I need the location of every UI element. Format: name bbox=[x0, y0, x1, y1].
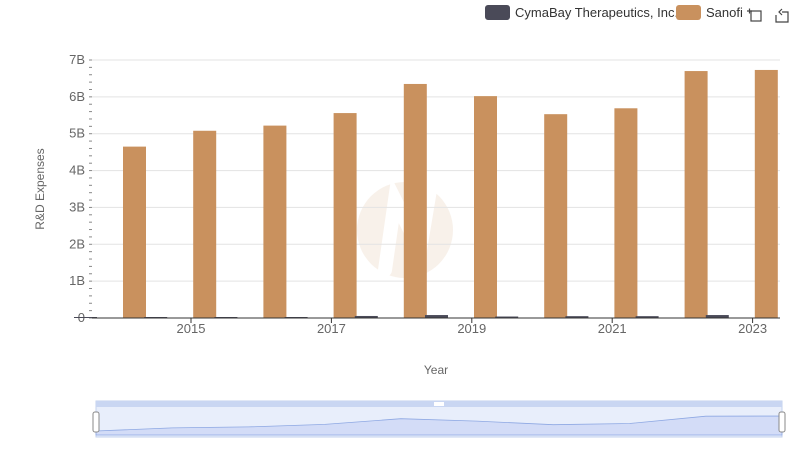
x-axis-title: Year bbox=[424, 363, 448, 377]
bar-sanofi[interactable] bbox=[684, 71, 708, 318]
y-tick-label: 1B bbox=[69, 273, 85, 288]
bar-cymabay[interactable] bbox=[495, 316, 519, 318]
bar-cymabay[interactable] bbox=[635, 316, 659, 318]
reset-zoom-icon[interactable] bbox=[775, 8, 789, 23]
x-tick-label: 2021 bbox=[598, 321, 627, 336]
legend-swatch-cymabay bbox=[485, 5, 510, 20]
y-tick-label: 6B bbox=[69, 89, 85, 104]
y-tick-label: 5B bbox=[69, 126, 85, 141]
bar-sanofi[interactable] bbox=[754, 69, 778, 318]
legend-label-sanofi: Sanofi bbox=[706, 5, 743, 20]
y-tick-label: 4B bbox=[69, 163, 85, 178]
bar-cymabay[interactable] bbox=[565, 316, 589, 318]
x-tick-labels: 2015 2017 2019 2021 2023 bbox=[177, 318, 767, 336]
range-slider-right-handle[interactable] bbox=[778, 411, 786, 433]
bars bbox=[74, 69, 778, 319]
x-tick-label: 2017 bbox=[317, 321, 346, 336]
bar-cymabay[interactable] bbox=[354, 315, 378, 318]
bar-sanofi[interactable] bbox=[403, 83, 427, 318]
bar-cymabay[interactable] bbox=[705, 315, 729, 318]
bar-cymabay[interactable] bbox=[74, 317, 97, 318]
range-slider-preview-area bbox=[95, 415, 783, 436]
legend-item-sanofi[interactable]: Sanofi bbox=[676, 5, 743, 20]
bar-sanofi[interactable] bbox=[544, 114, 568, 319]
legend[interactable]: CymaBay Therapeutics, Inc. Sanofi bbox=[485, 5, 743, 20]
x-tick-label: 2019 bbox=[457, 321, 486, 336]
range-slider-left-handle[interactable] bbox=[92, 411, 100, 433]
y-tick-label: 7B bbox=[69, 52, 85, 67]
x-tick-label: 2023 bbox=[738, 321, 767, 336]
y-tick-label: 2B bbox=[69, 236, 85, 251]
bar-sanofi[interactable] bbox=[263, 125, 287, 318]
y-minor-ticks bbox=[89, 59, 92, 319]
gridlines bbox=[92, 59, 780, 282]
bar-sanofi[interactable] bbox=[333, 113, 357, 319]
crosshair-zoom-icon[interactable] bbox=[747, 8, 762, 22]
y-tick-label: 3B bbox=[69, 199, 85, 214]
legend-swatch-sanofi bbox=[676, 5, 701, 20]
bar-sanofi[interactable] bbox=[123, 146, 146, 318]
bar-sanofi[interactable] bbox=[614, 108, 638, 318]
legend-label-cymabay: CymaBay Therapeutics, Inc. bbox=[515, 5, 678, 20]
range-slider[interactable] bbox=[92, 400, 786, 438]
bar-sanofi[interactable] bbox=[193, 130, 217, 318]
y-axis-title: R&D Expenses bbox=[33, 148, 47, 229]
bar-cymabay[interactable] bbox=[425, 315, 448, 318]
bar-sanofi[interactable] bbox=[474, 96, 497, 319]
legend-item-cymabay[interactable]: CymaBay Therapeutics, Inc. bbox=[485, 5, 678, 20]
range-slider-grip[interactable] bbox=[434, 402, 444, 406]
x-tick-label: 2015 bbox=[177, 321, 206, 336]
